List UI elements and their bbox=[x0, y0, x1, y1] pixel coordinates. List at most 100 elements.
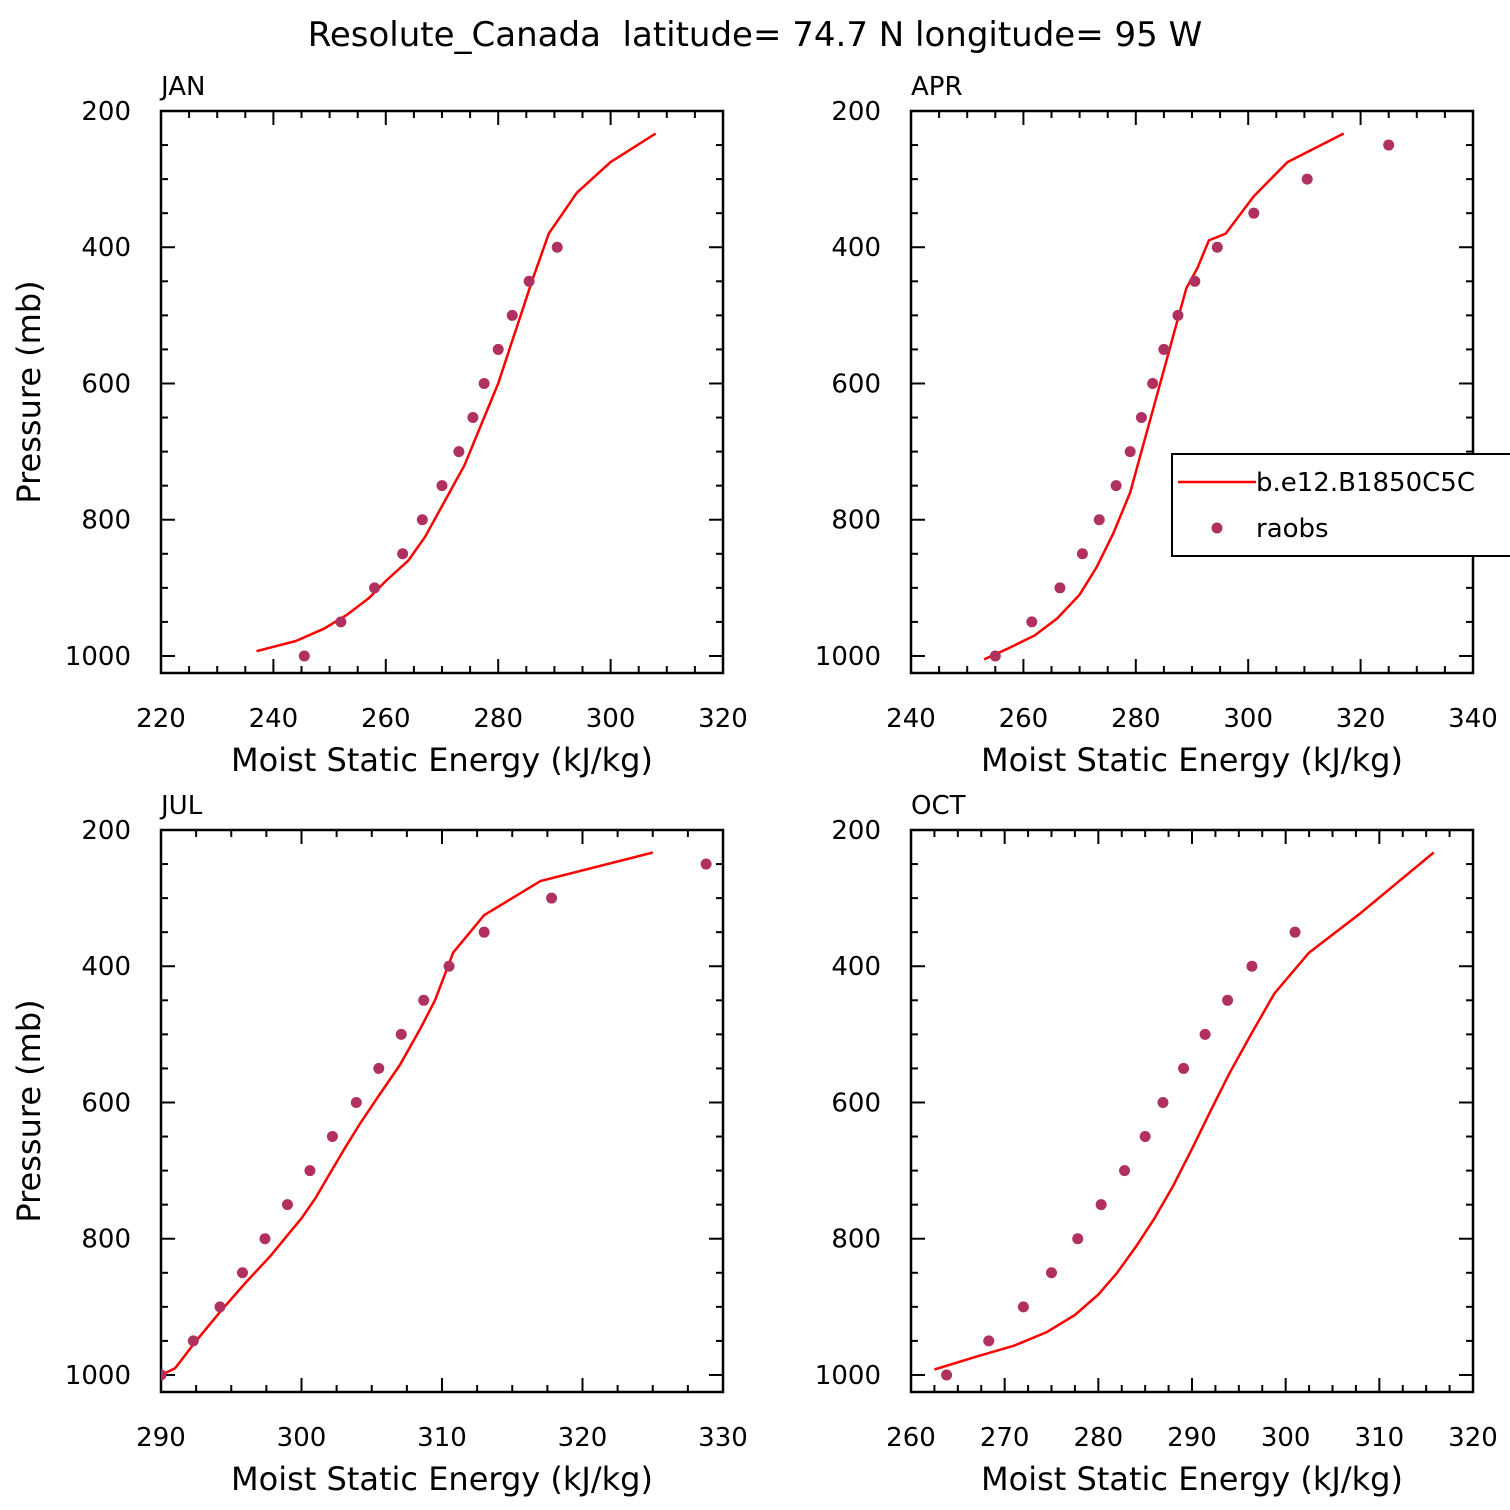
raob-point bbox=[369, 582, 381, 594]
data-series-group bbox=[983, 132, 1395, 662]
x-tick-label: 300 bbox=[586, 704, 636, 734]
x-axis-label: Moist Static Energy (kJ/kg) bbox=[231, 1460, 653, 1498]
raob-point bbox=[1248, 207, 1260, 219]
x-tick-label: 280 bbox=[1074, 1423, 1124, 1453]
legend: b.e12.B1850C5C raobs bbox=[1171, 453, 1510, 557]
x-axis-label: Moist Static Energy (kJ/kg) bbox=[231, 741, 653, 779]
raob-point bbox=[214, 1301, 226, 1313]
y-tick-label: 1000 bbox=[65, 1361, 131, 1391]
raob-point bbox=[373, 1062, 385, 1074]
raob-point bbox=[416, 514, 428, 526]
raob-point bbox=[1139, 1131, 1151, 1143]
raob-point bbox=[1110, 480, 1122, 492]
raob-point bbox=[989, 650, 1001, 662]
y-tick-label: 200 bbox=[81, 97, 131, 127]
y-tick-label: 600 bbox=[831, 1088, 881, 1118]
raob-point bbox=[436, 480, 448, 492]
raob-point bbox=[1172, 309, 1184, 321]
raob-point bbox=[478, 377, 490, 389]
raob-point bbox=[1093, 514, 1105, 526]
raob-point bbox=[546, 892, 558, 904]
x-tick-label: 220 bbox=[136, 704, 186, 734]
y-tick-label: 1000 bbox=[65, 642, 131, 672]
raob-point bbox=[395, 1028, 407, 1040]
y-tick-label: 200 bbox=[831, 97, 881, 127]
raob-point bbox=[1135, 412, 1147, 424]
legend-marker-swatch bbox=[1211, 522, 1223, 534]
raob-point bbox=[161, 1369, 167, 1381]
raob-point bbox=[187, 1335, 199, 1347]
x-tick-label: 280 bbox=[473, 704, 523, 734]
y-tick-label: 400 bbox=[81, 952, 131, 982]
y-tick-label: 800 bbox=[81, 506, 131, 536]
y-tick-label: 400 bbox=[81, 233, 131, 263]
y-tick-label: 800 bbox=[831, 1225, 881, 1255]
raob-point bbox=[1095, 1199, 1107, 1211]
y-tick-label: 1000 bbox=[815, 1361, 881, 1391]
raob-point bbox=[304, 1165, 316, 1177]
y-tick-label: 200 bbox=[831, 816, 881, 846]
x-tick-label: 290 bbox=[1167, 1423, 1217, 1453]
panel-jan: JAN 220 240 260 280 300 320 200 400 600 800 1000 Moi… bbox=[10, 72, 748, 779]
legend-box bbox=[1171, 453, 1510, 557]
raob-point bbox=[335, 616, 347, 628]
x-tick-label: 320 bbox=[1336, 704, 1386, 734]
x-tick-label: 320 bbox=[698, 704, 748, 734]
raob-point bbox=[1211, 241, 1223, 253]
raob-point bbox=[1072, 1233, 1084, 1245]
raob-point bbox=[259, 1233, 271, 1245]
model-profile-line bbox=[256, 132, 657, 653]
y-tick-label: 600 bbox=[81, 1088, 131, 1118]
x-tick-label: 240 bbox=[249, 704, 299, 734]
data-series-group bbox=[161, 851, 712, 1381]
y-axis-label: Pressure (mb) bbox=[10, 999, 48, 1222]
x-tick-label: 280 bbox=[1111, 704, 1161, 734]
panel-label: JAN bbox=[159, 72, 205, 102]
x-tick-label: 320 bbox=[1448, 1423, 1498, 1453]
data-series-group bbox=[256, 132, 657, 662]
raob-point bbox=[1383, 139, 1395, 151]
raob-point bbox=[1046, 1267, 1057, 1279]
x-tick-label: 330 bbox=[698, 1423, 748, 1453]
x-tick-label: 260 bbox=[361, 704, 411, 734]
raob-point bbox=[1199, 1028, 1211, 1040]
raob-point bbox=[350, 1096, 362, 1108]
y-tick-label: 600 bbox=[831, 369, 881, 399]
x-tick-label: 310 bbox=[417, 1423, 467, 1453]
data-series-group bbox=[934, 851, 1435, 1381]
raob-point bbox=[236, 1267, 248, 1279]
raob-point bbox=[506, 309, 518, 321]
panels-group: JAN 220 240 260 280 300 320 200 400 600 800 1000 Moi… bbox=[10, 72, 1510, 1498]
raob-point bbox=[941, 1369, 953, 1381]
x-tick-label: 260 bbox=[886, 1423, 936, 1453]
x-tick-label: 240 bbox=[886, 704, 936, 734]
raob-point bbox=[1301, 173, 1313, 185]
panel-label: OCT bbox=[911, 791, 966, 821]
raob-point bbox=[1222, 994, 1234, 1006]
legend-label: raobs bbox=[1256, 514, 1329, 544]
raob-point bbox=[983, 1335, 995, 1347]
raob-point bbox=[1054, 582, 1066, 594]
raob-point bbox=[492, 343, 504, 355]
x-tick-label: 310 bbox=[1355, 1423, 1405, 1453]
raob-point bbox=[700, 858, 712, 870]
figure-title: Resolute_Canada latitude= 74.7 N longitu… bbox=[308, 15, 1202, 55]
model-profile-line bbox=[983, 132, 1345, 661]
y-axis-label: Pressure (mb) bbox=[10, 280, 48, 503]
raob-point bbox=[1289, 926, 1301, 938]
x-axis-label: Moist Static Energy (kJ/kg) bbox=[981, 741, 1403, 779]
x-tick-label: 300 bbox=[1261, 1423, 1311, 1453]
raob-point bbox=[453, 446, 465, 458]
raob-point bbox=[1158, 343, 1170, 355]
y-tick-label: 400 bbox=[831, 233, 881, 263]
raob-point bbox=[1246, 960, 1258, 972]
raob-point bbox=[1119, 1165, 1131, 1177]
raob-point bbox=[1124, 446, 1136, 458]
y-tick-label: 800 bbox=[831, 506, 881, 536]
x-tick-label: 300 bbox=[1223, 704, 1273, 734]
raob-point bbox=[1076, 548, 1088, 560]
raob-point bbox=[1147, 377, 1159, 389]
panel-jul: JUL 290 300 310 320 330 200 400 600 800 1000 Moist … bbox=[10, 791, 748, 1498]
y-tick-label: 1000 bbox=[815, 642, 881, 672]
